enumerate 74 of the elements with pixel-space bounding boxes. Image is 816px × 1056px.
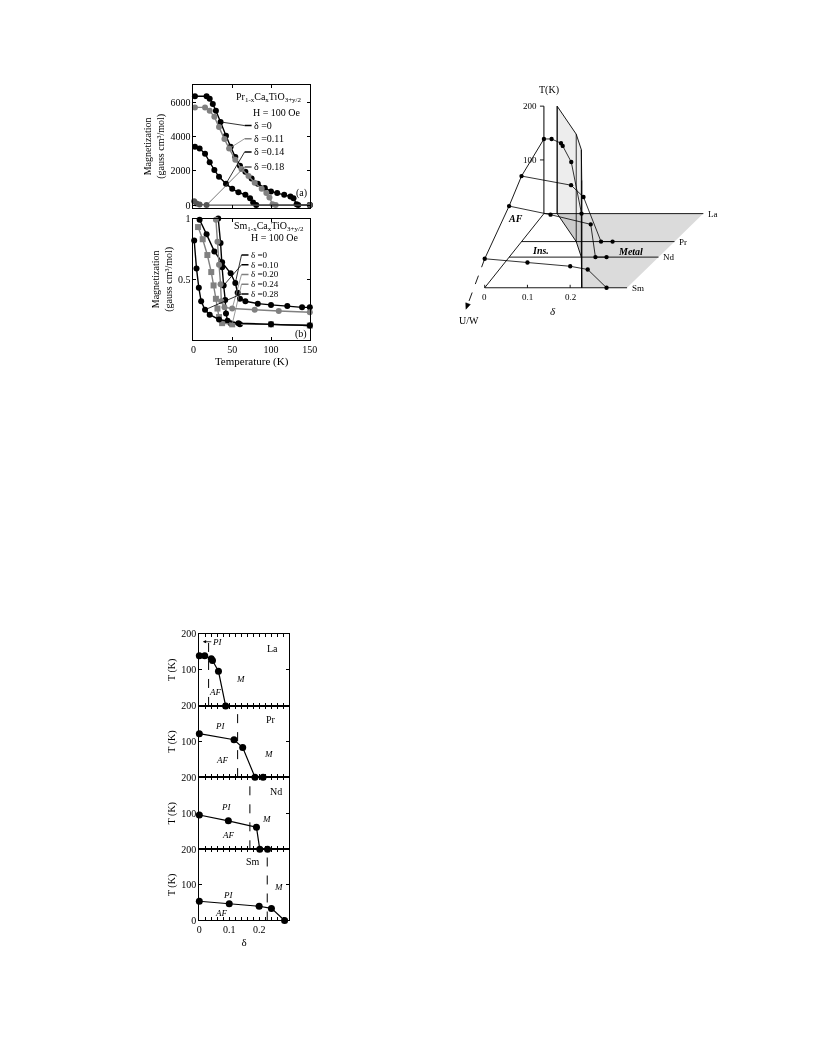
- category-label: Nd: [663, 252, 675, 262]
- text: 100: [523, 155, 537, 165]
- y-tick-label: 2000: [170, 165, 191, 177]
- annotation: PI: [212, 637, 223, 647]
- x-tick-label: 0.1: [222, 924, 236, 936]
- annotation: AF: [216, 755, 229, 765]
- annotation: M: [262, 814, 271, 824]
- y-tick-label: 0: [191, 914, 197, 926]
- y-axis-title: T (K): [166, 730, 179, 753]
- y-tick-label: 100: [181, 879, 197, 891]
- text: 0.1: [522, 292, 534, 302]
- legend-label: δ =0: [254, 120, 272, 131]
- legend-label: δ =0.18: [254, 161, 285, 172]
- annotation: H = 100 Oe: [251, 232, 299, 243]
- annotation: PI: [221, 802, 232, 812]
- annotation: PI: [223, 890, 234, 900]
- text: 0.2: [565, 292, 577, 302]
- annotation: Sm$_{1-x}$Ca$_{x}$TiO$_{3+y/2}$: [234, 220, 304, 234]
- annotation: AF: [215, 908, 228, 918]
- text: Sm: [246, 856, 260, 867]
- legend-label: δ =0.20: [251, 269, 279, 279]
- annotation: M: [236, 674, 245, 684]
- y-axis-title: Magnetization (gauss cm³/mol): [149, 246, 175, 312]
- y-tick-label: 0.5: [177, 273, 191, 285]
- category-label: La: [708, 209, 718, 219]
- y-tick-label: 100: [181, 664, 197, 676]
- annotation: (a): [296, 187, 308, 199]
- annotation: Pr$_{1-x}$Ca$_{x}$TiO$_{3+y/2}$: [236, 91, 302, 105]
- y-tick-label: 200: [181, 700, 197, 712]
- text: 200: [523, 101, 537, 111]
- y-axis-title: T (K): [166, 873, 179, 897]
- annotation: AF: [209, 687, 222, 697]
- text: U/W: [459, 315, 479, 326]
- y-axis-title: T (K): [166, 802, 179, 825]
- legend-label: δ =0: [251, 250, 268, 260]
- x-tick-label: 100: [263, 344, 279, 356]
- text: La: [267, 643, 279, 654]
- y-tick-label: 4000: [170, 131, 191, 143]
- legend-label: δ =0.24: [251, 279, 279, 289]
- annotation: H = 100 Oe: [253, 107, 301, 118]
- annotation: (b): [295, 328, 307, 340]
- text: Nd: [270, 786, 283, 797]
- category-label: Sm: [632, 283, 645, 293]
- y-tick-label: 100: [181, 807, 197, 819]
- x-tick-label: 150: [302, 344, 318, 356]
- y-tick-label: 0: [185, 199, 191, 211]
- annotation: M: [264, 749, 273, 759]
- legend-label: δ =0.28: [251, 289, 279, 299]
- annotation: PI: [215, 721, 226, 731]
- legend-label: δ =0.11: [254, 133, 284, 144]
- text: Metal: [618, 246, 644, 257]
- y-tick-label: 200: [181, 628, 197, 640]
- x-axis-title: Temperature (K): [214, 355, 289, 369]
- text: 0: [482, 292, 487, 302]
- x-tick-label: 50: [227, 344, 238, 356]
- annotation: AF: [222, 830, 235, 840]
- legend-label: δ =0.14: [254, 146, 285, 157]
- legend-label: δ =0.10: [251, 260, 279, 270]
- y-tick-label: 100: [181, 736, 197, 748]
- x-axis-title: δ: [241, 935, 247, 948]
- text: AF: [508, 213, 523, 224]
- text: Pr: [266, 714, 276, 725]
- annotation: M: [274, 882, 283, 892]
- text: T(K): [539, 84, 559, 96]
- category-label: Pr: [679, 237, 688, 247]
- y-axis-title: T (K): [166, 658, 179, 682]
- x-tick-label: 0.2: [252, 924, 266, 936]
- text: Ins.: [532, 245, 549, 256]
- text: δ: [550, 305, 556, 317]
- y-tick-label: 200: [181, 771, 197, 783]
- y-axis-title: Magnetization (gauss cm³/mol): [142, 113, 168, 179]
- y-tick-label: 6000: [170, 96, 191, 108]
- y-tick-label: 1: [185, 213, 191, 225]
- y-tick-label: 200: [181, 843, 197, 855]
